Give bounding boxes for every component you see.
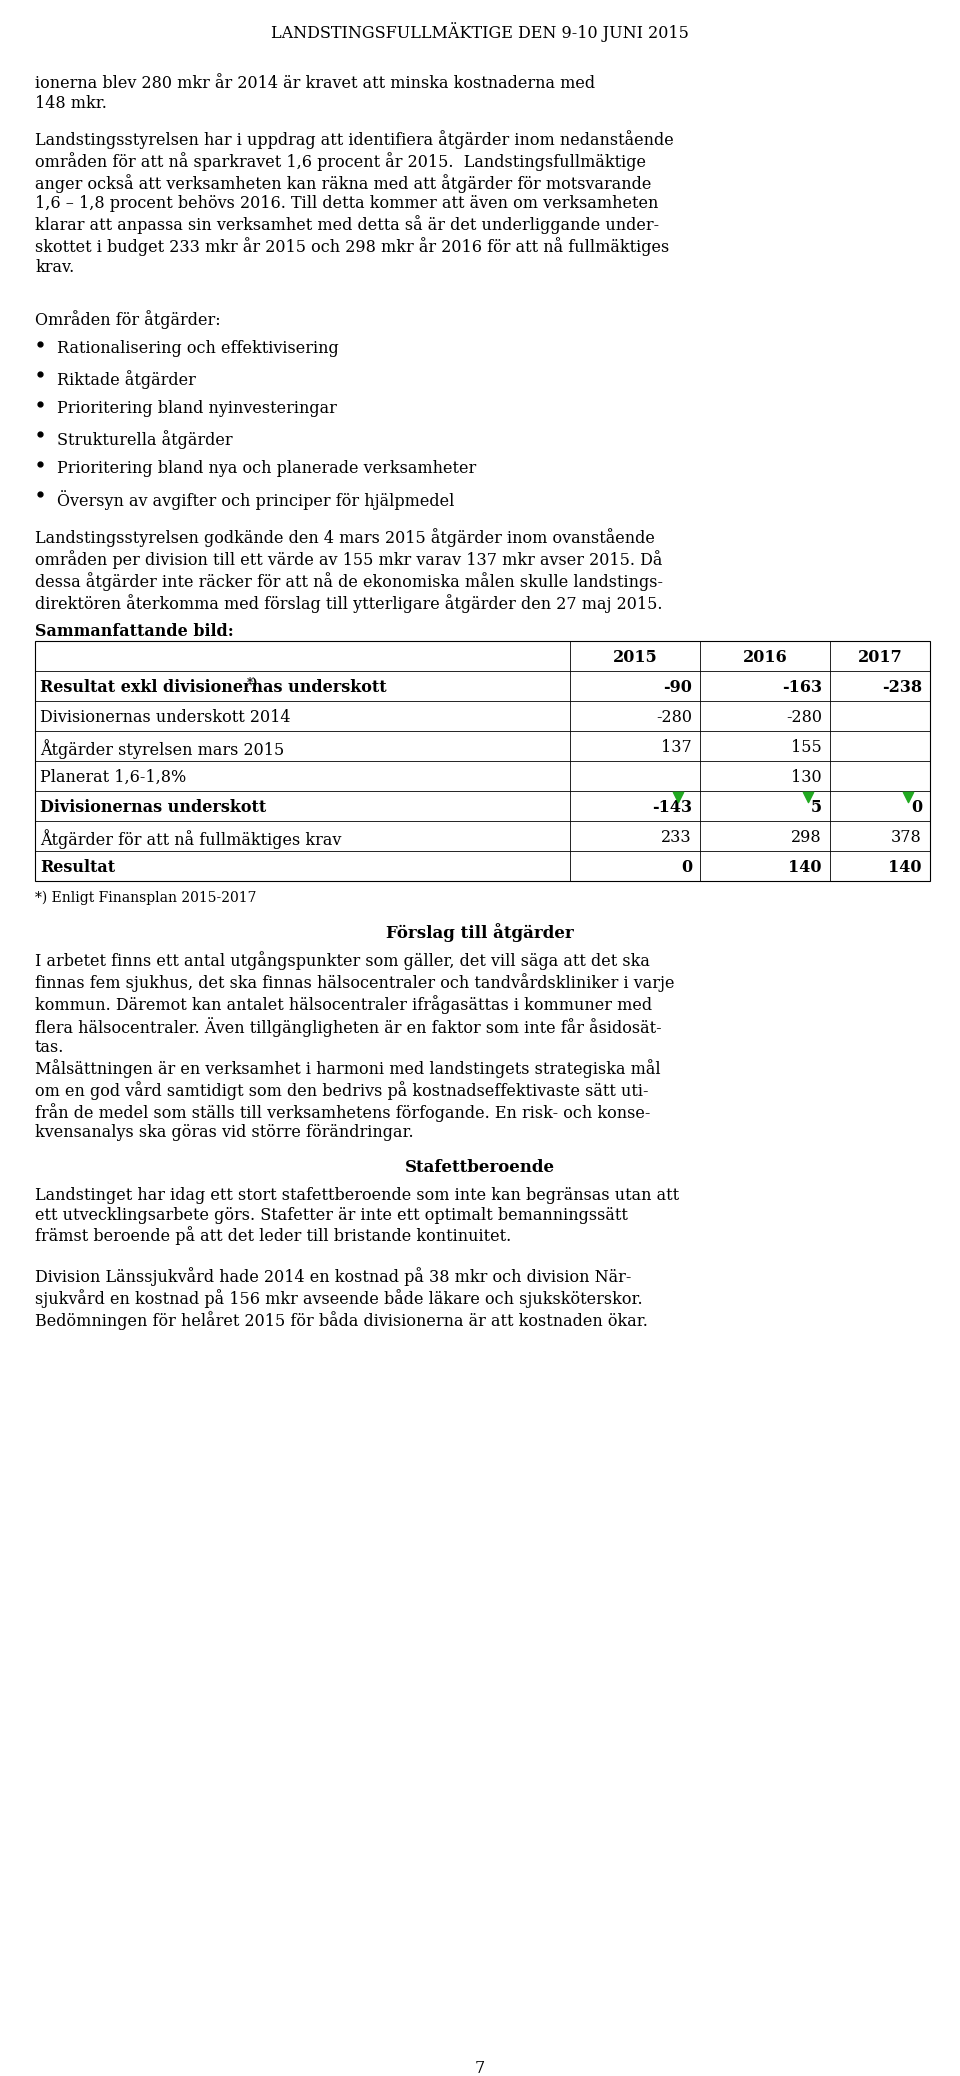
Text: 2017: 2017: [857, 650, 902, 666]
Text: 0: 0: [681, 859, 692, 876]
Text: Strukturella åtgärder: Strukturella åtgärder: [57, 430, 232, 448]
Text: 130: 130: [791, 768, 822, 787]
Text: Förslag till åtgärder: Förslag till åtgärder: [386, 924, 574, 943]
Point: [900, 781, 916, 814]
Text: ionerna blev 280 mkr år 2014 är kravet att minska kostnaderna med
148 mkr.: ionerna blev 280 mkr år 2014 är kravet a…: [35, 75, 595, 112]
Text: Division Länssjukvård hade 2014 en kostnad på 38 mkr och division När-
sjukvård : Division Länssjukvård hade 2014 en kostn…: [35, 1266, 648, 1331]
Text: 5: 5: [811, 799, 822, 816]
Text: 378: 378: [891, 828, 922, 847]
Point: [670, 781, 685, 814]
Text: 155: 155: [791, 739, 822, 756]
Text: 0: 0: [911, 799, 922, 816]
Text: Landstingsstyrelsen godkände den 4 mars 2015 åtgärder inom ovanstående
områden p: Landstingsstyrelsen godkände den 4 mars …: [35, 527, 663, 612]
Text: Resultat: Resultat: [40, 859, 115, 876]
Point: [801, 781, 816, 814]
Text: -143: -143: [652, 799, 692, 816]
Text: 137: 137: [661, 739, 692, 756]
Text: 2015: 2015: [612, 650, 658, 666]
Text: Områden för åtgärder:: Områden för åtgärder:: [35, 309, 221, 328]
Text: Sammanfattande bild:: Sammanfattande bild:: [35, 623, 233, 639]
Text: 7: 7: [475, 2059, 485, 2076]
Text: Åtgärder för att nå fullmäktiges krav: Åtgärder för att nå fullmäktiges krav: [40, 828, 342, 849]
Text: *) Enligt Finansplan 2015-2017: *) Enligt Finansplan 2015-2017: [35, 891, 256, 905]
Text: 233: 233: [661, 828, 692, 847]
Text: Målsättningen är en verksamhet i harmoni med landstingets strategiska mål
om en : Målsättningen är en verksamhet i harmoni…: [35, 1059, 660, 1142]
Text: 140: 140: [788, 859, 822, 876]
Text: Prioritering bland nya och planerade verksamheter: Prioritering bland nya och planerade ver…: [57, 461, 476, 477]
Text: Landstingsstyrelsen har i uppdrag att identifiera åtgärder inom nedanstående
omr: Landstingsstyrelsen har i uppdrag att id…: [35, 131, 674, 276]
Text: -280: -280: [786, 710, 822, 727]
Bar: [35, 641, 930, 880]
Text: Landstinget har idag ett stort stafettberoende som inte kan begränsas utan att
e: Landstinget har idag ett stort stafettbe…: [35, 1187, 679, 1246]
Text: 2016: 2016: [743, 650, 787, 666]
Text: 298: 298: [791, 828, 822, 847]
Text: Divisionernas underskott: Divisionernas underskott: [40, 799, 266, 816]
Text: Riktade åtgärder: Riktade åtgärder: [57, 370, 196, 388]
Text: -163: -163: [782, 679, 822, 695]
Text: Planerat 1,6-1,8%: Planerat 1,6-1,8%: [40, 768, 186, 787]
Text: 140: 140: [889, 859, 922, 876]
Text: Översyn av avgifter och principer för hjälpmedel: Översyn av avgifter och principer för hj…: [57, 490, 454, 511]
Text: Stafettberoende: Stafettberoende: [405, 1158, 555, 1175]
Text: I arbetet finns ett antal utgångspunkter som gäller, det vill säga att det ska
f: I arbetet finns ett antal utgångspunkter…: [35, 951, 675, 1057]
Text: Åtgärder styrelsen mars 2015: Åtgärder styrelsen mars 2015: [40, 739, 284, 760]
Text: Prioritering bland nyinvesteringar: Prioritering bland nyinvesteringar: [57, 401, 337, 417]
Text: -280: -280: [656, 710, 692, 727]
Text: -238: -238: [882, 679, 922, 695]
Text: Rationalisering och effektivisering: Rationalisering och effektivisering: [57, 340, 339, 357]
Text: LANDSTINGSFULLMÄKTIGE DEN 9-10 JUNI 2015: LANDSTINGSFULLMÄKTIGE DEN 9-10 JUNI 2015: [271, 23, 689, 42]
Text: -90: -90: [663, 679, 692, 695]
Text: *): *): [247, 677, 258, 689]
Text: Divisionernas underskott 2014: Divisionernas underskott 2014: [40, 710, 291, 727]
Text: Resultat exkl divisionernas underskott: Resultat exkl divisionernas underskott: [40, 679, 393, 695]
